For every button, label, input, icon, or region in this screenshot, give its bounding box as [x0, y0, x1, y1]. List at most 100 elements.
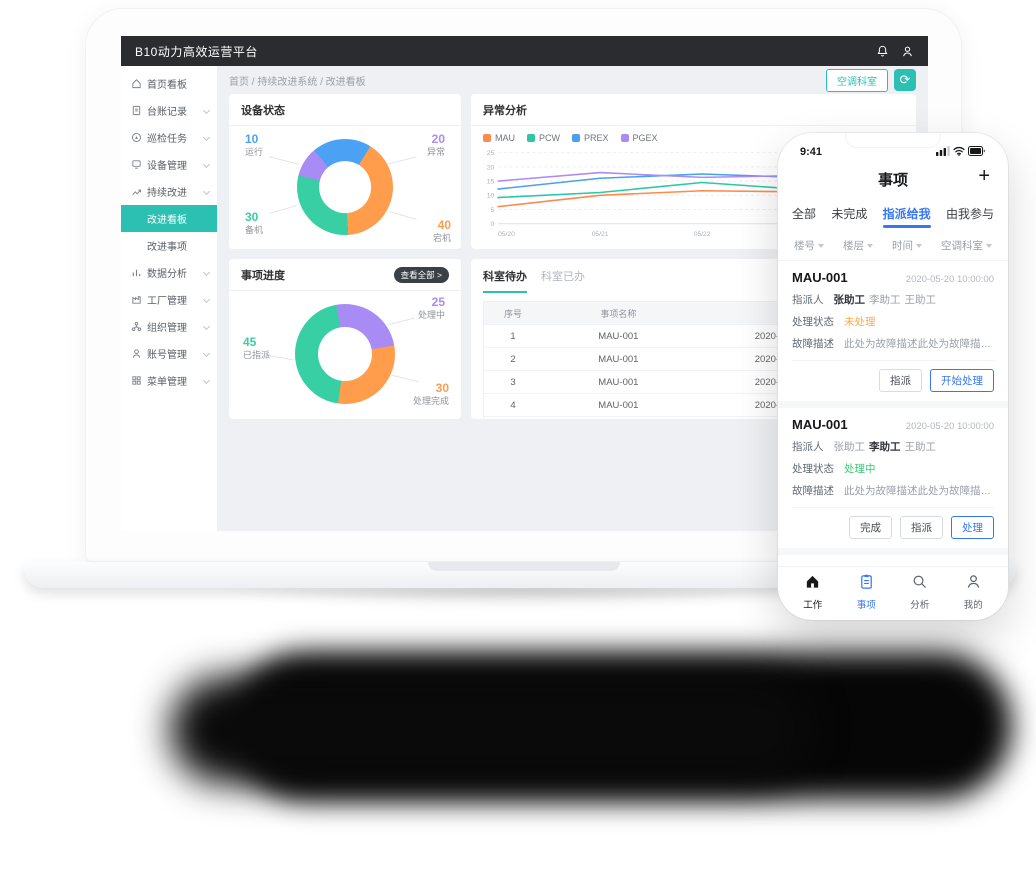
caret-down-icon [986, 243, 992, 248]
chevron-down-icon [203, 107, 211, 115]
phone-notch [845, 133, 941, 148]
chevron-down-icon [203, 296, 211, 304]
chevron-down-icon [203, 188, 211, 196]
user-icon [965, 573, 982, 595]
item-card: MAU-001 2020-05-20 10:00:00 指派人 张助工 李助工 … [778, 408, 1008, 548]
compass-icon [131, 132, 142, 143]
phone-filters: 楼号 楼层 时间 空调科室 [778, 231, 1008, 261]
assignee-name: 张助工 [833, 441, 866, 453]
process-button[interactable]: 处理 [951, 516, 994, 539]
nav-work[interactable]: 工作 [793, 573, 833, 611]
status-badge: 未处理 [844, 316, 876, 328]
nav-items[interactable]: 事项 [846, 573, 886, 611]
sidebar-item-factory-management[interactable]: 工厂管理 [121, 286, 217, 313]
donut-callout-standby: 30 备机 [245, 209, 264, 235]
phone-bottom-nav: 工作 事项 分析 我的 [778, 566, 1008, 620]
assignee-name: 王助工 [904, 441, 937, 453]
filter-department[interactable]: 空调科室 [941, 238, 992, 253]
trend-icon [131, 186, 142, 197]
tab-dept-todo[interactable]: 科室待办 [483, 268, 527, 293]
battery-icon [968, 143, 986, 161]
laptop-lid-notch [428, 562, 620, 571]
item-progress-card: 事项进度 查看全部 > 25 处理中 [229, 259, 461, 419]
sidebar-item-home-dashboard[interactable]: 首页看板 [121, 70, 217, 97]
finish-button[interactable]: 完成 [849, 516, 892, 539]
filter-building[interactable]: 楼号 [794, 238, 824, 253]
tab-dept-done[interactable]: 科室已办 [541, 271, 585, 283]
sidebar-item-inspection-tasks[interactable]: 巡检任务 [121, 124, 217, 151]
refresh-button[interactable]: ⟳ [894, 69, 916, 91]
sidebar-item-organization-management[interactable]: 组织管理 [121, 313, 217, 340]
card-title: 事项进度 [241, 270, 285, 282]
wifi-icon [953, 143, 965, 161]
account-icon [131, 348, 142, 359]
chevron-down-icon [203, 377, 211, 385]
tab-participated[interactable]: 由我参与 [945, 206, 994, 221]
item-list: MAU-001 2020-05-20 10:00:00 指派人 张助工 李助工 … [778, 261, 1008, 620]
assignee-name: 李助工 [869, 441, 901, 453]
legend-swatch [527, 134, 535, 142]
legend-swatch [572, 134, 580, 142]
sidebar: 首页看板 台账记录 巡检任务 设备管理 [121, 66, 217, 531]
document-icon [131, 105, 142, 116]
chevron-down-icon [203, 269, 211, 277]
filter-time[interactable]: 时间 [892, 238, 922, 253]
tab-all[interactable]: 全部 [792, 206, 817, 221]
tab-assigned-to-me[interactable]: 指派给我 [882, 197, 931, 230]
cellular-signal-icon [936, 143, 950, 161]
assignee-name: 李助工 [869, 294, 901, 306]
svg-text:15: 15 [487, 178, 495, 185]
donut-callout-abnormal: 20 异常 [426, 132, 445, 157]
assign-button[interactable]: 指派 [879, 369, 922, 392]
user-avatar-icon[interactable] [901, 45, 914, 58]
device-status-card: 设备状态 10 运行 [229, 94, 461, 249]
phone-status-bar: 9:41 [778, 141, 1008, 163]
notification-bell-icon[interactable] [876, 45, 889, 58]
nav-analysis[interactable]: 分析 [900, 573, 940, 611]
svg-text:05/21: 05/21 [592, 231, 609, 238]
assign-button[interactable]: 指派 [900, 516, 943, 539]
status-badge: 处理中 [844, 463, 876, 475]
device-status-donut-chart [297, 139, 393, 235]
list-gap [778, 548, 1008, 555]
nav-profile[interactable]: 我的 [953, 573, 993, 611]
sidebar-item-device-management[interactable]: 设备管理 [121, 151, 217, 178]
donut-callout-assigned: 45 已指派 [243, 335, 271, 360]
sidebar-item-improvement-items[interactable]: 改进事项 [147, 242, 187, 253]
fault-description: 此处为故障描述此处为故障描述此处为故... [844, 485, 994, 497]
laptop-shadow-blob-2 [170, 676, 810, 784]
sidebar-item-continuous-improvement[interactable]: 持续改进 [121, 178, 217, 205]
item-time: 2020-05-20 10:00:00 [905, 274, 994, 285]
item-card: MAU-001 2020-05-20 10:00:00 指派人 张助工 李助工 … [778, 261, 1008, 401]
callout-line [267, 354, 293, 361]
legend-swatch [620, 134, 629, 142]
clipboard-icon [858, 573, 875, 595]
fault-description: 此处为故障描述此处为故障描述此处为故... [844, 338, 994, 350]
callout-line [387, 156, 417, 165]
search-icon [911, 573, 928, 595]
caret-down-icon [916, 243, 922, 248]
sidebar-item-ledger-records[interactable]: 台账记录 [121, 97, 217, 124]
sidebar-item-account-management[interactable]: 账号管理 [121, 340, 217, 367]
phone-mockup: 9:41 事项 + 全部 未完成 指派给我 由我参与 楼号 楼层 时间 空调科室 [778, 133, 1008, 620]
view-all-badge[interactable]: 查看全部 > [393, 267, 449, 283]
filter-floor[interactable]: 楼层 [843, 238, 873, 253]
add-item-button[interactable]: + [978, 165, 990, 187]
app-topbar: B10动力高效运营平台 [121, 36, 928, 66]
svg-text:20: 20 [487, 164, 495, 171]
org-chart-icon [131, 321, 142, 332]
sidebar-item-data-analysis[interactable]: 数据分析 [121, 259, 217, 286]
legend-swatch [483, 134, 491, 142]
sidebar-item-improvement-dashboard[interactable]: 改进看板 [121, 205, 217, 232]
list-gap [778, 401, 1008, 408]
caret-down-icon [867, 243, 873, 248]
tab-unfinished[interactable]: 未完成 [831, 206, 868, 221]
sidebar-item-menu-management[interactable]: 菜单管理 [121, 367, 217, 394]
phone-page-title: 事项 [877, 171, 908, 189]
start-processing-button[interactable]: 开始处理 [930, 369, 994, 392]
item-title: MAU-001 [792, 270, 848, 285]
chevron-down-icon [203, 161, 211, 169]
department-filter-button[interactable]: 空调科室 [826, 68, 888, 92]
bar-chart-icon [131, 267, 142, 278]
chevron-down-icon [203, 350, 211, 358]
